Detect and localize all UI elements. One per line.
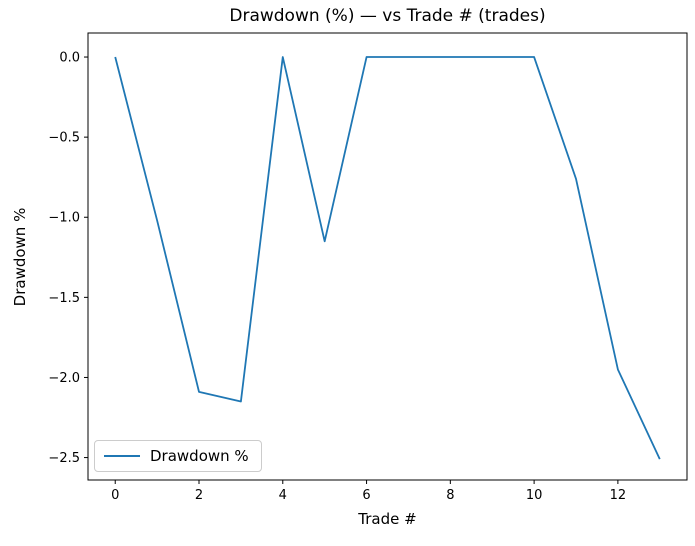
chart-title: Drawdown (%) — vs Trade # (trades) [229, 6, 546, 26]
y-tick-label: 0.0 [59, 51, 80, 66]
y-tick-label: −2.0 [48, 371, 80, 386]
x-tick-label: 4 [279, 488, 287, 503]
y-tick-label: −0.5 [48, 131, 80, 146]
legend-line-sample-icon [104, 455, 140, 457]
x-tick-label: 12 [610, 488, 627, 503]
axes-frame [87, 32, 688, 481]
drawdown-line [114, 56, 661, 460]
x-tick-label: 0 [111, 488, 119, 503]
y-axis-label: Drawdown % [11, 207, 29, 307]
y-tick-label: −2.5 [48, 451, 80, 466]
legend-entry-label: Drawdown % [150, 447, 249, 465]
x-tick-label: 8 [446, 488, 454, 503]
x-axis-label: Trade # [358, 510, 417, 528]
x-tick-label: 10 [526, 488, 543, 503]
x-tick-label: 6 [362, 488, 370, 503]
legend: Drawdown % [94, 440, 262, 472]
x-tick-label: 2 [195, 488, 203, 503]
y-tick-label: −1.5 [48, 291, 80, 306]
y-tick-label: −1.0 [48, 211, 80, 226]
